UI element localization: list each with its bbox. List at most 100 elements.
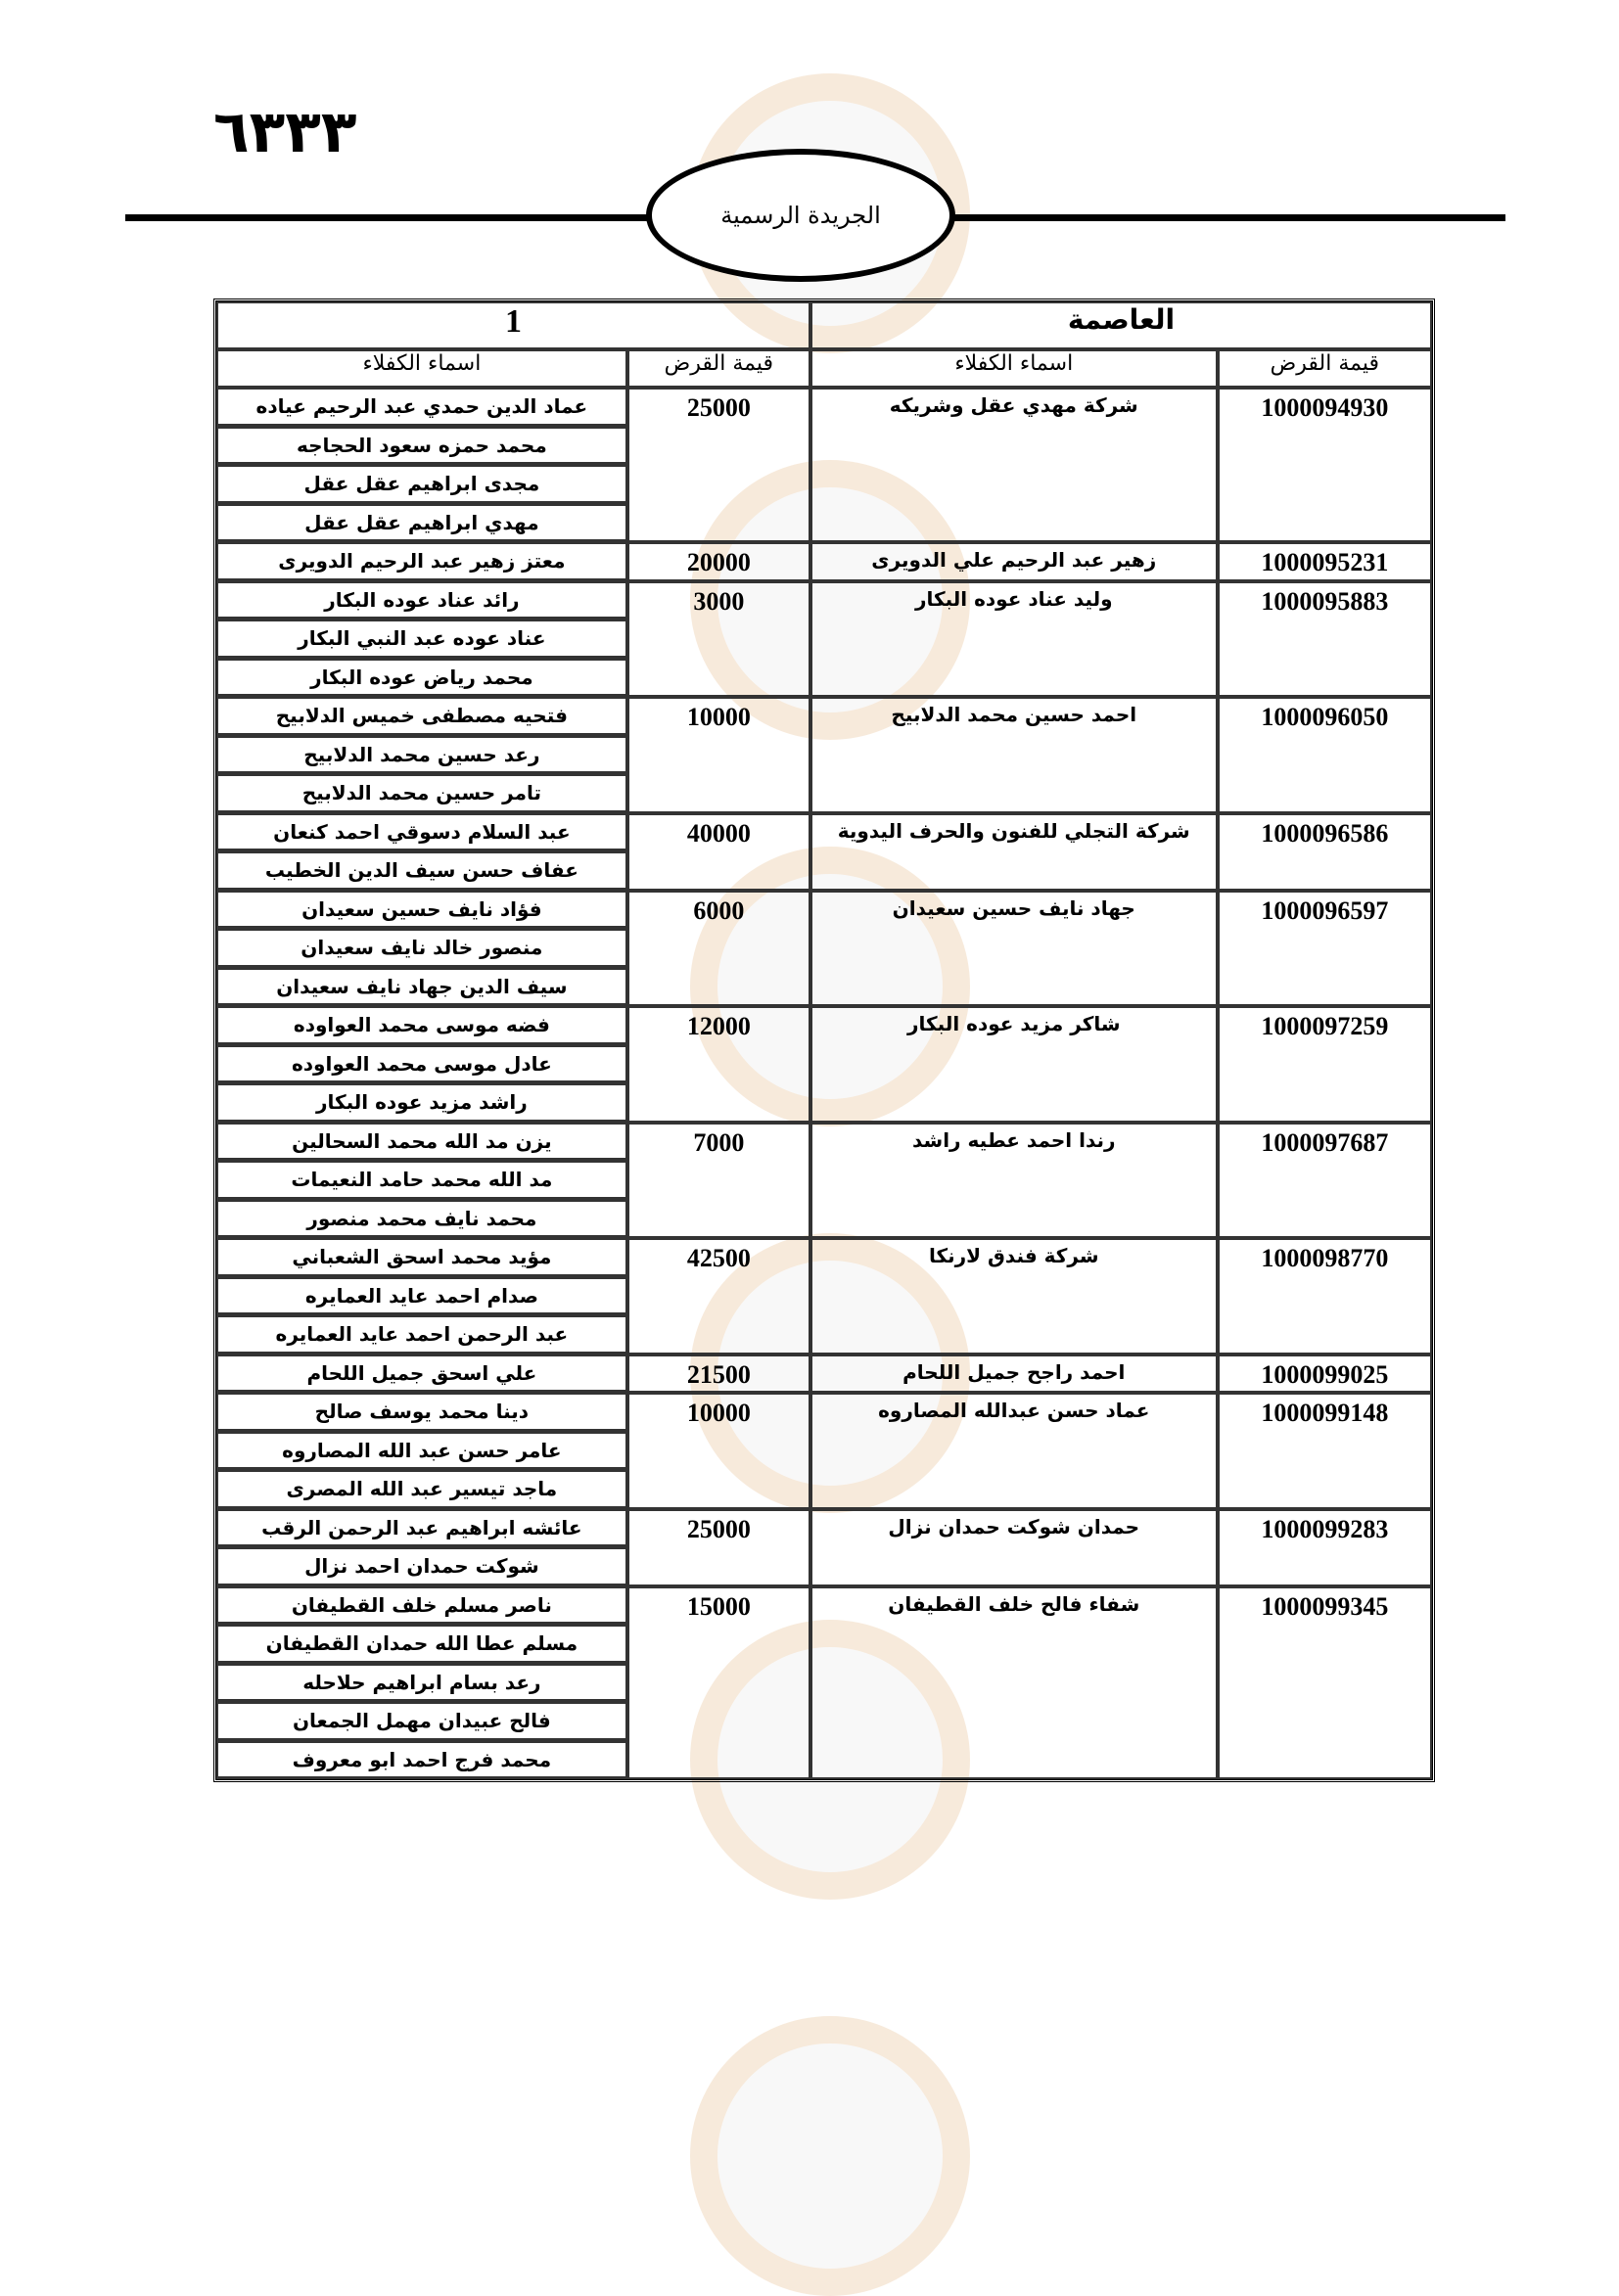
guarantor-cell: فؤاد نايف حسين سعيدان bbox=[216, 890, 627, 929]
guarantor-cell: عماد الدين حمدي عبد الرحيم عياده bbox=[216, 388, 627, 427]
table-row: تامر حسين محمد الدلابيح bbox=[216, 774, 1432, 813]
header-guarantors: اسماء الكفلاء bbox=[216, 349, 627, 388]
table-row: 1000096050 احمد حسين محمد الدلابيح 10000 فت… bbox=[216, 697, 1432, 813]
guarantor-cell: عبد السلام دسوقي احمد كنعان bbox=[216, 812, 627, 851]
guarantor-cell: عناد عوده عبد النبي البكار bbox=[216, 620, 627, 659]
loan-number-cell: 1000096050 bbox=[1217, 697, 1432, 813]
guarantor-cell: ناصر مسلم خلف القطيفان bbox=[216, 1585, 627, 1625]
region-title: العاصمة bbox=[810, 301, 1432, 349]
table-row: صدام احمد عايد العمايره bbox=[216, 1276, 1432, 1315]
table-row: ماجد تيسير عبد الله المصرى bbox=[216, 1470, 1432, 1509]
guarantor-cell: محمد نايف محمد منصور bbox=[216, 1199, 627, 1238]
guarantor-cell: مجدى ابراهيم عقل عقل bbox=[216, 465, 627, 504]
loan-value-cell: 20000 bbox=[626, 542, 810, 581]
loan-value-cell: 25000 bbox=[626, 388, 810, 542]
loan-number-cell: 1000096586 bbox=[1217, 812, 1432, 891]
guarantor-cell: تامر حسين محمد الدلابيح bbox=[216, 774, 627, 813]
loan-value-cell: 10000 bbox=[626, 697, 810, 813]
loan-number-cell: 1000095231 bbox=[1217, 542, 1432, 581]
table-row: 1000095231 زهير عبد الرحيم علي الدويرى 200… bbox=[216, 542, 1432, 581]
table-row: مجدى ابراهيم عقل عقل bbox=[216, 465, 1432, 504]
loan-number-cell: 1000099283 bbox=[1217, 1508, 1432, 1586]
table-row: 1000096586 شركة التجلي للفنون والحرف اليد… bbox=[216, 812, 1432, 891]
table-row: 1000098770 شركة فندق لارنكا 42500 مؤيد محمد… bbox=[216, 1238, 1432, 1355]
table-row: مهدي ابراهيم عقل عقل bbox=[216, 503, 1432, 542]
guarantor-cell: سيف الدين جهاد نايف سعيدان bbox=[216, 967, 627, 1006]
guarantor-cell: عادل موسى محمد العواوده bbox=[216, 1044, 627, 1083]
borrower-cell: حمدان شوكت حمدان نزال bbox=[810, 1508, 1218, 1586]
table-row: محمد حمزه سعود الحجاجه bbox=[216, 426, 1432, 465]
loan-value-cell: 40000 bbox=[626, 812, 810, 891]
loan-number-cell: 1000097687 bbox=[1217, 1122, 1432, 1238]
table-title-row: العاصمة 1 bbox=[216, 301, 1432, 349]
table-row: منصور خالد نايف سعيدان bbox=[216, 929, 1432, 968]
table-row: مد الله محمد حامد النعيمات bbox=[216, 1161, 1432, 1200]
table-row: عفاف حسن سيف الدين الخطيب bbox=[216, 851, 1432, 891]
loan-value-cell: 3000 bbox=[626, 580, 810, 697]
guarantor-cell: شوكت حمدان احمد نزال bbox=[216, 1547, 627, 1586]
guarantor-cell: مد الله محمد حامد النعيمات bbox=[216, 1161, 627, 1200]
guarantor-cell: مؤيد محمد اسحق الشعباني bbox=[216, 1238, 627, 1277]
guarantor-cell: منصور خالد نايف سعيدان bbox=[216, 929, 627, 968]
table-row: فالح عبيدان مهمل الجمعان bbox=[216, 1702, 1432, 1741]
guarantor-cell: رعد حسين محمد الدلابيح bbox=[216, 735, 627, 774]
guarantor-cell: علي اسحق جميل اللحام bbox=[216, 1354, 627, 1393]
guarantor-cell: فالح عبيدان مهمل الجمعان bbox=[216, 1702, 627, 1741]
guarantor-cell: محمد حمزه سعود الحجاجه bbox=[216, 426, 627, 465]
table-row: 1000094930 شركة مهدي عقل وشريكه 25000 عماد … bbox=[216, 388, 1432, 542]
table-row: عبد الرحمن احمد عايد العمايره bbox=[216, 1315, 1432, 1355]
loan-number-cell: 1000099345 bbox=[1217, 1585, 1432, 1779]
publication-oval: الجريدة الرسمية bbox=[646, 149, 955, 282]
loan-number-cell: 1000099025 bbox=[1217, 1354, 1432, 1393]
table-page-index: 1 bbox=[216, 301, 810, 349]
table-row: 1000096597 جهاد نايف حسين سعيدان 6000 فؤاد … bbox=[216, 890, 1432, 1006]
table-row: رعد بسام ابراهيم حلاحله bbox=[216, 1663, 1432, 1702]
guarantor-cell: عامر حسن عبد الله المصاروه bbox=[216, 1431, 627, 1470]
borrower-cell: شركة فندق لارنكا bbox=[810, 1238, 1218, 1355]
watermark-clock bbox=[690, 2016, 970, 2296]
loan-number-cell: 1000099148 bbox=[1217, 1393, 1432, 1509]
guarantor-cell: محمد رياض عوده البكار bbox=[216, 658, 627, 697]
table-row: محمد رياض عوده البكار bbox=[216, 658, 1432, 697]
loan-value-cell: 15000 bbox=[626, 1585, 810, 1779]
borrower-cell: رندا احمد عطيه راشد bbox=[810, 1122, 1218, 1238]
table-row: 1000099148 عماد حسن عبدالله المصاروه 10000… bbox=[216, 1393, 1432, 1509]
table-row: 1000099025 احمد راجح جميل اللحام 21500 علي … bbox=[216, 1354, 1432, 1393]
publication-title: الجريدة الرسمية bbox=[720, 202, 881, 229]
borrower-cell: شاكر مزيد عوده البكار bbox=[810, 1006, 1218, 1123]
guarantor-cell: رعد بسام ابراهيم حلاحله bbox=[216, 1663, 627, 1702]
loans-table: العاصمة 1 قيمة القرض اسماء الكفلاء قيمة … bbox=[213, 298, 1435, 1782]
guarantor-cell: رائد عناد عوده البكار bbox=[216, 580, 627, 620]
guarantor-cell: يزن مد الله محمد السحالين bbox=[216, 1122, 627, 1161]
header-loan-value: قيمة القرض bbox=[626, 349, 810, 388]
table-row: محمد فرج احمد ابو معروف bbox=[216, 1740, 1432, 1779]
guarantor-cell: عبد الرحمن احمد عايد العمايره bbox=[216, 1315, 627, 1355]
guarantor-cell: محمد فرج احمد ابو معروف bbox=[216, 1740, 627, 1779]
borrower-cell: زهير عبد الرحيم علي الدويرى bbox=[810, 542, 1218, 581]
borrower-cell: شركة مهدي عقل وشريكه bbox=[810, 388, 1218, 542]
guarantor-cell: مهدي ابراهيم عقل عقل bbox=[216, 503, 627, 542]
table-row: شوكت حمدان احمد نزال bbox=[216, 1547, 1432, 1586]
table-header-row: قيمة القرض اسماء الكفلاء قيمة القرض اسما… bbox=[216, 349, 1432, 388]
guarantor-cell: فضه موسى محمد العواوده bbox=[216, 1006, 627, 1045]
loan-value-cell: 6000 bbox=[626, 890, 810, 1006]
loan-number-cell: 1000097259 bbox=[1217, 1006, 1432, 1123]
table-row: 1000099345 شفاء فالح خلف القطيفان 15000 ناص… bbox=[216, 1585, 1432, 1779]
table-row: 1000095883 وليد عناد عوده البكار 3000 رائد … bbox=[216, 580, 1432, 697]
table-row: سيف الدين جهاد نايف سعيدان bbox=[216, 967, 1432, 1006]
table-row: راشد مزيد عوده البكار bbox=[216, 1083, 1432, 1123]
borrower-cell: شركة التجلي للفنون والحرف اليدوية bbox=[810, 812, 1218, 891]
loan-value-cell: 42500 bbox=[626, 1238, 810, 1355]
borrower-cell: جهاد نايف حسين سعيدان bbox=[810, 890, 1218, 1006]
loan-value-cell: 10000 bbox=[626, 1393, 810, 1509]
table-row: عادل موسى محمد العواوده bbox=[216, 1044, 1432, 1083]
borrower-cell: عماد حسن عبدالله المصاروه bbox=[810, 1393, 1218, 1509]
table-row: 1000099283 حمدان شوكت حمدان نزال 25000 عائش… bbox=[216, 1508, 1432, 1586]
loan-number-cell: 1000094930 bbox=[1217, 388, 1432, 542]
page-number: ٦٣٣٣ bbox=[213, 98, 357, 166]
borrower-cell: احمد حسين محمد الدلابيح bbox=[810, 697, 1218, 813]
guarantor-cell: دينا محمد يوسف صالح bbox=[216, 1393, 627, 1432]
loan-number-cell: 1000098770 bbox=[1217, 1238, 1432, 1355]
loan-value-cell: 12000 bbox=[626, 1006, 810, 1123]
table-row: محمد نايف محمد منصور bbox=[216, 1199, 1432, 1238]
